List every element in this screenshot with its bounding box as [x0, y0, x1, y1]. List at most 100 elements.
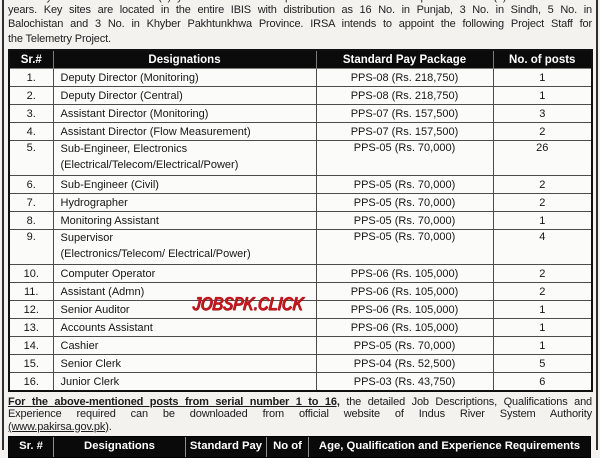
header-posts: No. of posts — [492, 49, 593, 69]
table-row: 16. Junior Clerk PPS-03 (Rs. 43,750) 6 — [8, 372, 593, 392]
intro-line-2: Balochistan and 3 No. in Khyber Pakhtunk… — [8, 18, 592, 31]
designation-cell: Monitoring Assistant — [52, 211, 317, 230]
table-row: 13. Accounts Assistant PPS-06 (Rs. 105,0… — [8, 318, 593, 337]
designation-cell: Senior Clerk — [52, 354, 317, 373]
clipped-top-line: telemetry network within one (1) year an… — [8, 0, 592, 3]
designation-cell: Cashier — [52, 336, 317, 355]
sr-cell: 5. — [8, 140, 54, 176]
website-period: . — [108, 420, 112, 433]
posts-cell: 1 — [492, 336, 593, 355]
sr-cell: 13. — [8, 318, 54, 337]
designation-cell: Hydrographer — [52, 193, 317, 212]
sr-cell: 10. — [8, 264, 54, 283]
footer-bold-lead: For the above-mentioned posts from seria… — [8, 396, 340, 408]
posts-cell: 1 — [492, 300, 593, 319]
sr-cell: 11. — [8, 282, 54, 301]
table-row: 6. Sub-Engineer (Civil) PPS-05 (Rs. 70,0… — [8, 175, 593, 194]
designation-cell: Deputy Director (Monitoring) — [52, 68, 317, 87]
header-sr: Sr.# — [8, 49, 54, 69]
sr-cell: 12. — [8, 300, 54, 319]
footer-lead-rest: the detailed Job Descriptions, Qualifica… — [346, 396, 592, 408]
posts-cell: 2 — [492, 282, 593, 301]
posts-table-header-row: Sr.# Designations Standard Pay Package N… — [8, 49, 593, 69]
website-url: (www.pakirsa.gov.pk) — [8, 420, 109, 433]
header-pay: Standard Pay Package — [315, 49, 494, 69]
designation-cell: Deputy Director (Central) — [52, 86, 317, 105]
sr-cell: 9. — [8, 229, 54, 265]
sr-cell: 15. — [8, 354, 54, 373]
posts-cell: 2 — [492, 175, 593, 194]
posts-table: Sr.# Designations Standard Pay Package N… — [8, 49, 593, 392]
watermark: JOBSPK.CLICK — [191, 294, 305, 315]
page-right-border — [596, 0, 598, 450]
second-table-header: Sr. # Designations Standard Pay No of Ag… — [8, 436, 591, 458]
table-row: 5. Sub-Engineer, Electronics (Electrical… — [8, 140, 593, 176]
posts-cell: 3 — [492, 104, 593, 123]
pay-cell: PPS-05 (Rs. 70,000) — [315, 229, 494, 265]
posts-cell: 6 — [492, 372, 593, 392]
footer-note: For the above-mentioned posts from seria… — [8, 396, 592, 433]
sr-cell: 7. — [8, 193, 54, 212]
pay-cell: PPS-03 (Rs. 43,750) — [315, 372, 494, 392]
table-row: 1. Deputy Director (Monitoring) PPS-08 (… — [8, 68, 593, 87]
page-left-border — [2, 0, 4, 450]
pay-cell: PPS-06 (Rs. 105,000) — [315, 318, 494, 337]
pay-cell: PPS-04 (Rs. 52,500) — [315, 354, 494, 373]
table-row: 10. Computer Operator PPS-06 (Rs. 105,00… — [8, 264, 593, 283]
pay-cell: PPS-05 (Rs. 70,000) — [315, 193, 494, 212]
sr-cell: 2. — [8, 86, 54, 105]
header2-pay: Standard Pay — [185, 437, 266, 457]
posts-cell: 2 — [492, 122, 593, 141]
intro-line-3: the Telemetry Project. — [8, 32, 111, 45]
intro-paragraph: years. Key sites are located in the enti… — [8, 3, 592, 46]
pay-cell: PPS-05 (Rs. 70,000) — [315, 140, 494, 176]
designation-line-1: Supervisor — [60, 232, 114, 244]
pay-cell: PPS-08 (Rs. 218,750) — [315, 86, 494, 105]
designation-cell: Assistant Director (Monitoring) — [52, 104, 317, 123]
clipped-top-line-text: telemetry network within one (1) year an… — [8, 0, 592, 3]
designation-cell: Assistant Director (Flow Measurement) — [52, 122, 317, 141]
designation-cell: Sub-Engineer, Electronics (Electrical/Te… — [52, 140, 317, 176]
header2-sr: Sr. # — [19, 440, 43, 452]
posts-cell: 1 — [492, 211, 593, 230]
table-row: 2. Deputy Director (Central) PPS-08 (Rs.… — [8, 86, 593, 105]
table-row: 8. Monitoring Assistant PPS-05 (Rs. 70,0… — [8, 211, 593, 230]
designation-cell: Supervisor (Electronics/Telecom/ Electri… — [52, 229, 317, 265]
footer-line-2: Experience required can be downloaded fr… — [8, 408, 592, 421]
designation-cell: Assistant (Admn) — [52, 282, 317, 301]
posts-cell: 2 — [492, 264, 593, 283]
table-row: 4. Assistant Director (Flow Measurement)… — [8, 122, 593, 141]
header2-posts: No of — [266, 437, 308, 457]
pay-cell: PPS-05 (Rs. 70,000) — [315, 211, 494, 230]
posts-cell: 2 — [492, 193, 593, 212]
header2-requirements: Age, Qualification and Experience Requir… — [308, 437, 590, 457]
sr-cell: 14. — [8, 336, 54, 355]
designation-line-1: Sub-Engineer, Electronics — [60, 143, 188, 155]
footer-line-3: (www.pakirsa.gov.pk). — [8, 421, 592, 433]
pay-cell: PPS-07 (Rs. 157,500) — [315, 104, 494, 123]
posts-cell: 1 — [492, 86, 593, 105]
pay-cell: PPS-05 (Rs. 70,000) — [315, 336, 494, 355]
table-row: 7. Hydrographer PPS-05 (Rs. 70,000) 2 — [8, 193, 593, 212]
designation-cell: Junior Clerk — [52, 372, 317, 392]
sr-cell: 3. — [8, 104, 54, 123]
sr-cell: 16. — [8, 372, 54, 392]
posts-cell: 26 — [492, 140, 593, 176]
pay-cell: PPS-06 (Rs. 105,000) — [315, 264, 494, 283]
designation-cell: Sub-Engineer (Civil) — [52, 175, 317, 194]
designation-line-2: (Electronics/Telecom/ Electrical/Power) — [60, 247, 251, 260]
posts-cell: 1 — [492, 318, 593, 337]
designation-line-2: (Electrical/Telecom/Electrical/Power) — [60, 158, 239, 171]
posts-cell: 5 — [492, 354, 593, 373]
intro-line-1: years. Key sites are located in the enti… — [8, 4, 592, 16]
posts-cell: 4 — [492, 229, 593, 265]
header2-designations: Designations — [53, 437, 185, 457]
designation-cell: Computer Operator — [52, 264, 317, 283]
table-row: 3. Assistant Director (Monitoring) PPS-0… — [8, 104, 593, 123]
pay-cell: PPS-06 (Rs. 105,000) — [315, 300, 494, 319]
table-row: 15. Senior Clerk PPS-04 (Rs. 52,500) 5 — [8, 354, 593, 373]
header-designations: Designations — [52, 49, 317, 69]
table-row: 14. Cashier PPS-05 (Rs. 70,000) 1 — [8, 336, 593, 355]
pay-cell: PPS-07 (Rs. 157,500) — [315, 122, 494, 141]
posts-cell: 1 — [492, 68, 593, 87]
